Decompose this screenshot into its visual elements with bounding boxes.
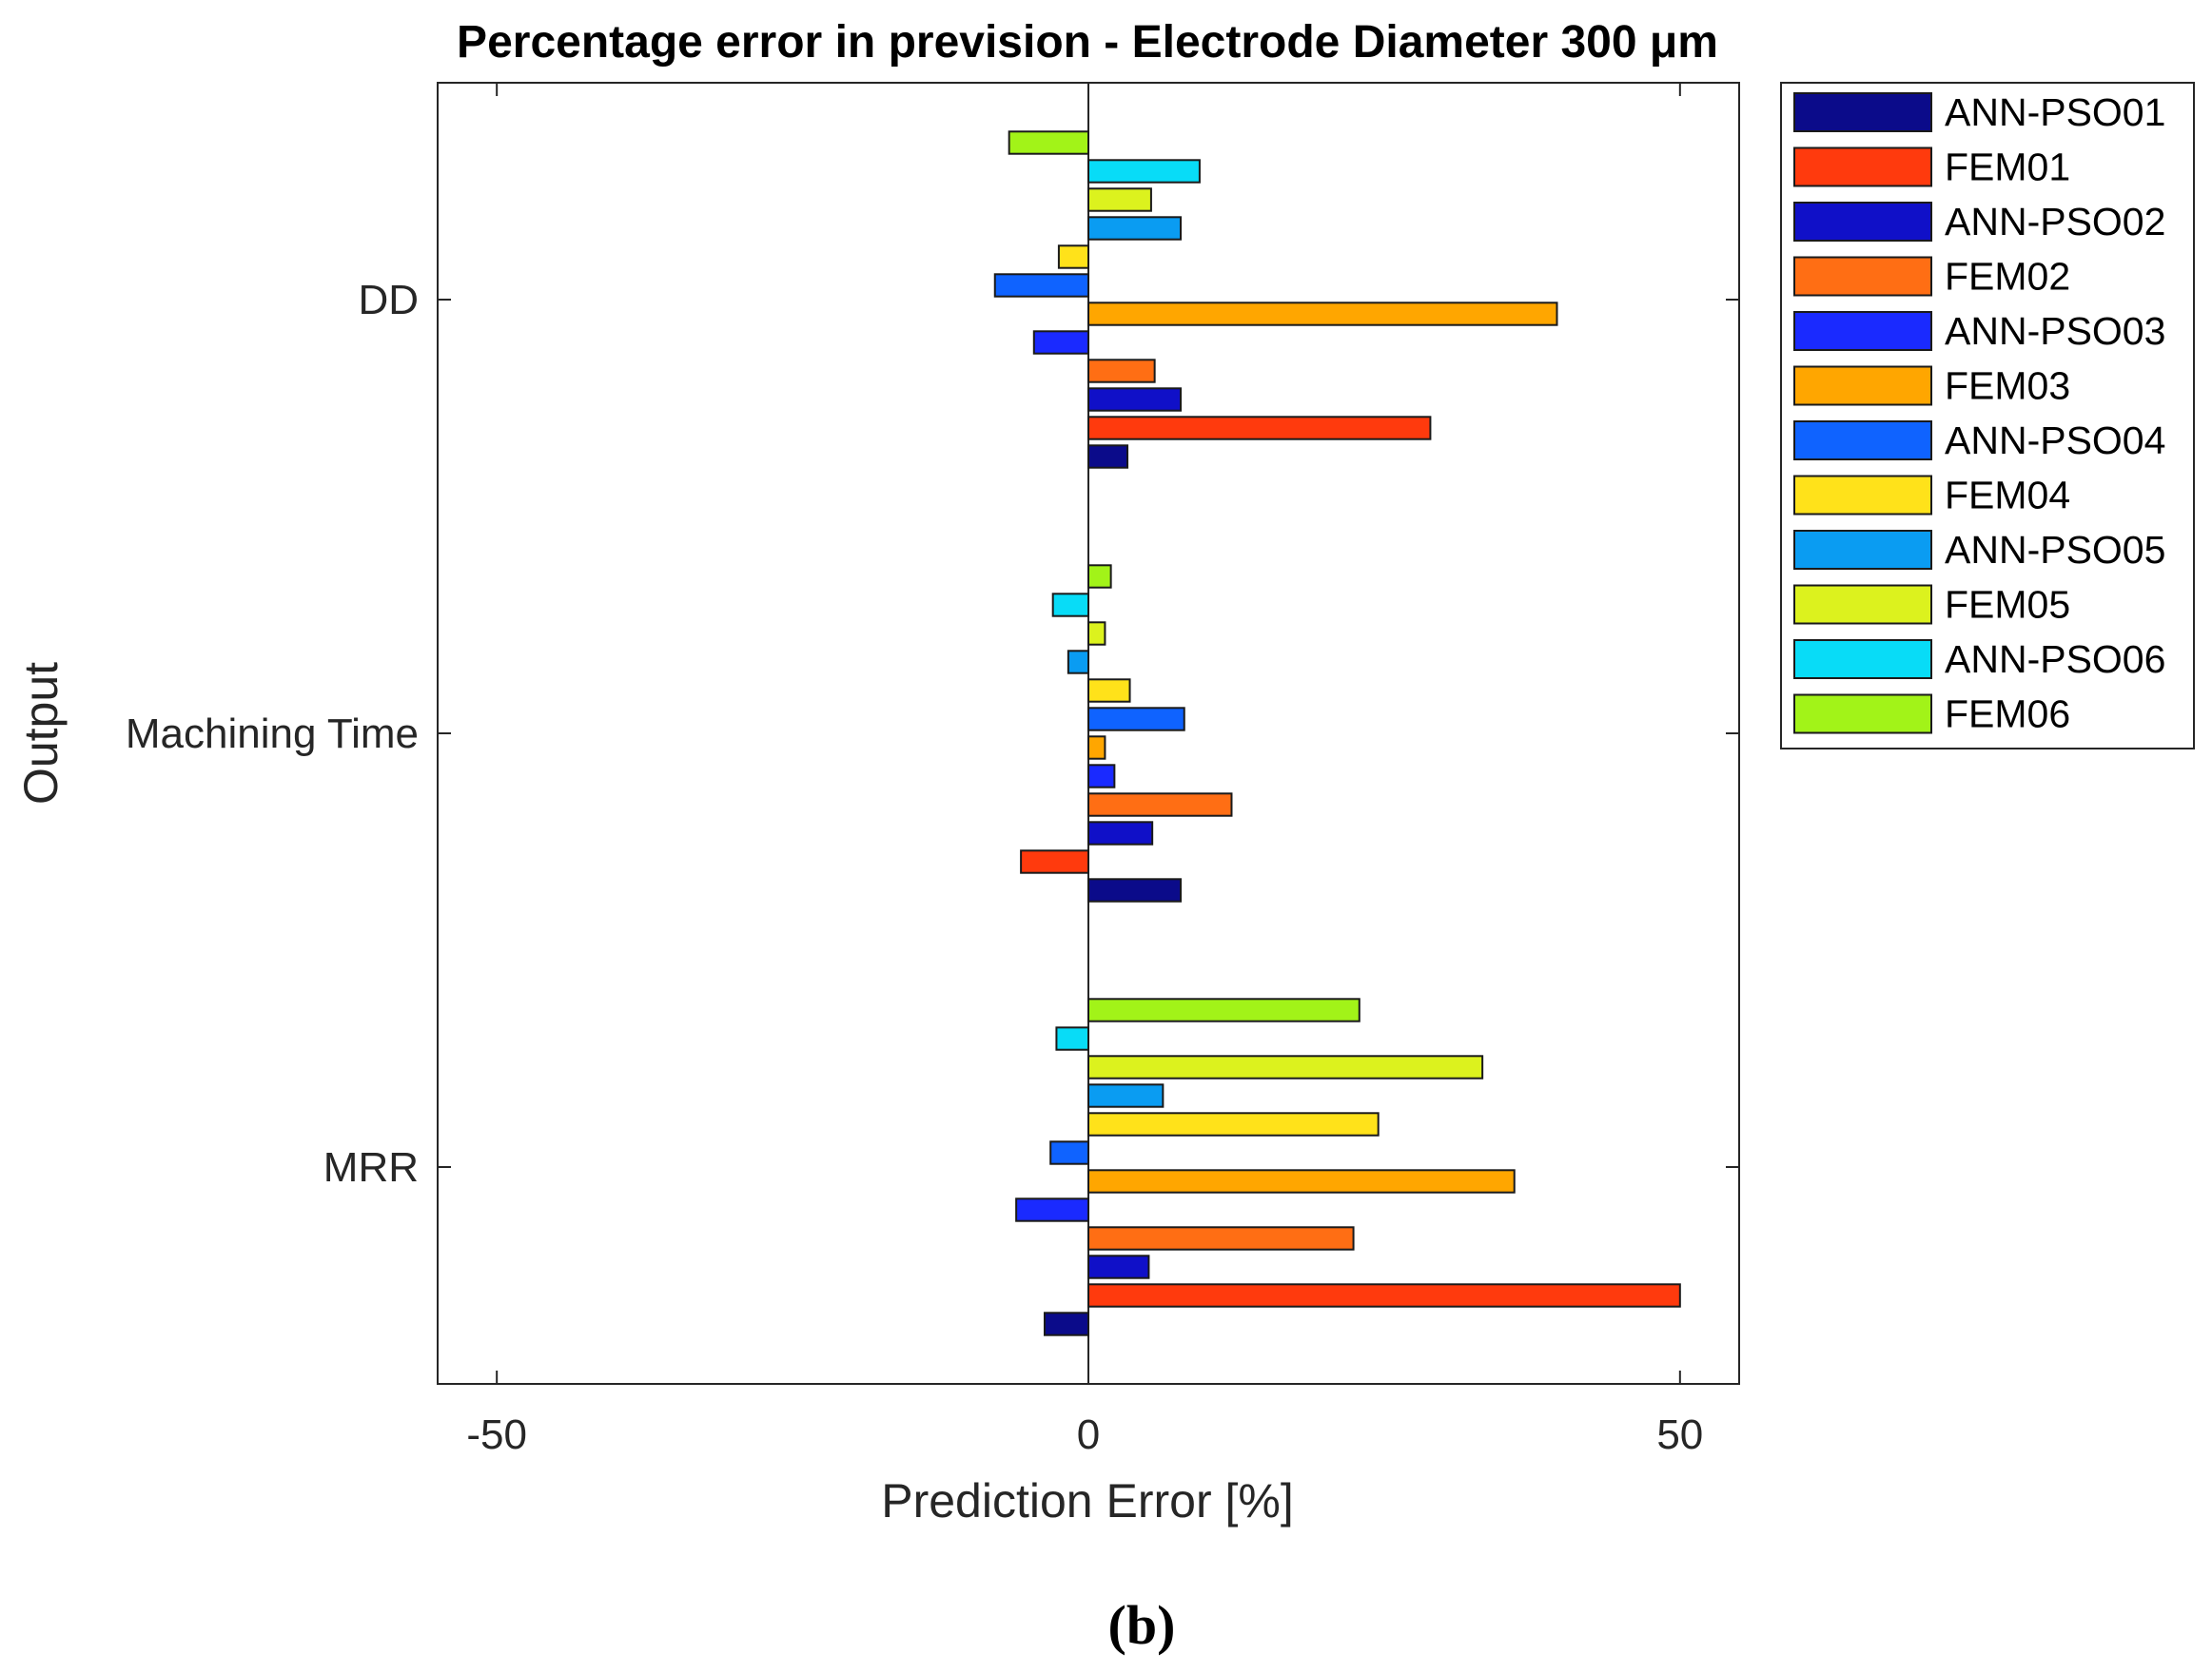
legend-label-fem04: FEM04 bbox=[1945, 474, 2070, 517]
x-tick-label: -50 bbox=[466, 1411, 527, 1458]
legend-swatch-fem01 bbox=[1793, 146, 1932, 187]
bar-fem01-machining-time bbox=[1020, 849, 1089, 874]
bar-fem01-dd bbox=[1087, 416, 1432, 440]
bar-ann-pso02-mrr bbox=[1087, 1255, 1150, 1279]
bar-ann-pso06-mrr bbox=[1055, 1026, 1090, 1051]
legend-swatch-fem02 bbox=[1793, 256, 1932, 297]
legend-swatch-ann-pso04 bbox=[1793, 420, 1932, 460]
bar-ann-pso02-dd bbox=[1087, 387, 1183, 412]
bar-ann-pso06-dd bbox=[1087, 159, 1201, 184]
legend-swatch-fem06 bbox=[1793, 693, 1932, 734]
legend-label-fem03: FEM03 bbox=[1945, 364, 2070, 408]
bar-ann-pso03-machining-time bbox=[1087, 764, 1116, 788]
legend: ANN-PSO01 FEM01 ANN-PSO02 FEM02 ANN-PSO03 FEM… bbox=[1780, 82, 2195, 749]
bar-fem04-machining-time bbox=[1087, 678, 1131, 703]
bar-fem05-machining-time bbox=[1087, 621, 1106, 646]
bar-ann-pso01-machining-time bbox=[1087, 878, 1183, 903]
bar-fem01-mrr bbox=[1087, 1283, 1681, 1308]
bar-fem03-dd bbox=[1087, 302, 1558, 326]
legend-label-ann-pso05: ANN-PSO05 bbox=[1945, 528, 2165, 572]
bar-ann-pso03-dd bbox=[1032, 330, 1089, 355]
bar-fem03-mrr bbox=[1087, 1169, 1516, 1194]
legend-label-ann-pso06: ANN-PSO06 bbox=[1945, 637, 2165, 681]
y-axis: DD Machining Time MRR bbox=[126, 277, 1739, 1191]
bar-fem05-mrr bbox=[1087, 1055, 1484, 1080]
x-axis: -50 0 50 bbox=[466, 83, 1703, 1458]
bar-ann-pso01-dd bbox=[1087, 444, 1129, 469]
bar-ann-pso05-dd bbox=[1087, 216, 1183, 241]
legend-swatch-ann-pso02 bbox=[1793, 202, 1932, 242]
legend-label-ann-pso01: ANN-PSO01 bbox=[1945, 90, 2165, 134]
legend-box bbox=[1780, 82, 2195, 749]
bar-ann-pso04-mrr bbox=[1049, 1140, 1089, 1165]
x-tick-label: 0 bbox=[1077, 1411, 1100, 1458]
y-tick-label: Machining Time bbox=[126, 710, 419, 757]
legend-swatch-fem03 bbox=[1793, 365, 1932, 406]
bar-ann-pso03-mrr bbox=[1015, 1197, 1089, 1222]
chart-title: Percentage error in prevision - Electrod… bbox=[457, 17, 1718, 68]
legend-swatch-ann-pso05 bbox=[1793, 530, 1932, 570]
bar-fem03-machining-time bbox=[1087, 735, 1106, 760]
legend-swatch-ann-pso01 bbox=[1793, 92, 1932, 132]
figure-caption: (b) bbox=[1108, 1594, 1176, 1656]
y-axis-label: Output bbox=[14, 662, 68, 805]
bar-ann-pso04-machining-time bbox=[1087, 707, 1185, 731]
bar-fem06-dd bbox=[1008, 130, 1090, 155]
legend-label-fem01: FEM01 bbox=[1945, 146, 2070, 189]
bar-ann-pso04-dd bbox=[993, 273, 1089, 298]
y-tick-label: MRR bbox=[323, 1144, 419, 1191]
legend-label-fem02: FEM02 bbox=[1945, 255, 2070, 299]
bar-fem04-dd bbox=[1057, 244, 1089, 269]
y-tick-label: DD bbox=[358, 277, 419, 323]
bar-ann-pso01-mrr bbox=[1043, 1312, 1090, 1336]
x-tick-label: 50 bbox=[1656, 1411, 1703, 1458]
legend-label-ann-pso02: ANN-PSO02 bbox=[1945, 200, 2165, 243]
bar-ann-pso05-mrr bbox=[1087, 1083, 1165, 1108]
legend-swatch-fem04 bbox=[1793, 475, 1932, 516]
x-axis-label: Prediction Error [%] bbox=[881, 1474, 1293, 1528]
bar-fem05-dd bbox=[1087, 187, 1152, 212]
legend-label-ann-pso04: ANN-PSO04 bbox=[1945, 418, 2165, 462]
legend-swatch-ann-pso03 bbox=[1793, 311, 1932, 351]
bar-fem04-mrr bbox=[1087, 1112, 1380, 1137]
bar-fem02-mrr bbox=[1087, 1226, 1355, 1251]
legend-label-fem05: FEM05 bbox=[1945, 583, 2070, 627]
bars-layer bbox=[993, 130, 1681, 1336]
legend-swatch-fem05 bbox=[1793, 584, 1932, 625]
bar-fem02-machining-time bbox=[1087, 792, 1233, 817]
legend-label-fem06: FEM06 bbox=[1945, 692, 2070, 736]
legend-swatch-ann-pso06 bbox=[1793, 639, 1932, 679]
bar-fem02-dd bbox=[1087, 359, 1156, 383]
bar-ann-pso06-machining-time bbox=[1051, 593, 1090, 617]
bar-ann-pso05-machining-time bbox=[1067, 650, 1089, 674]
bar-fem06-machining-time bbox=[1087, 564, 1112, 589]
legend-label-ann-pso03: ANN-PSO03 bbox=[1945, 309, 2165, 353]
bar-fem06-mrr bbox=[1087, 998, 1360, 1022]
bar-ann-pso02-machining-time bbox=[1087, 821, 1154, 846]
